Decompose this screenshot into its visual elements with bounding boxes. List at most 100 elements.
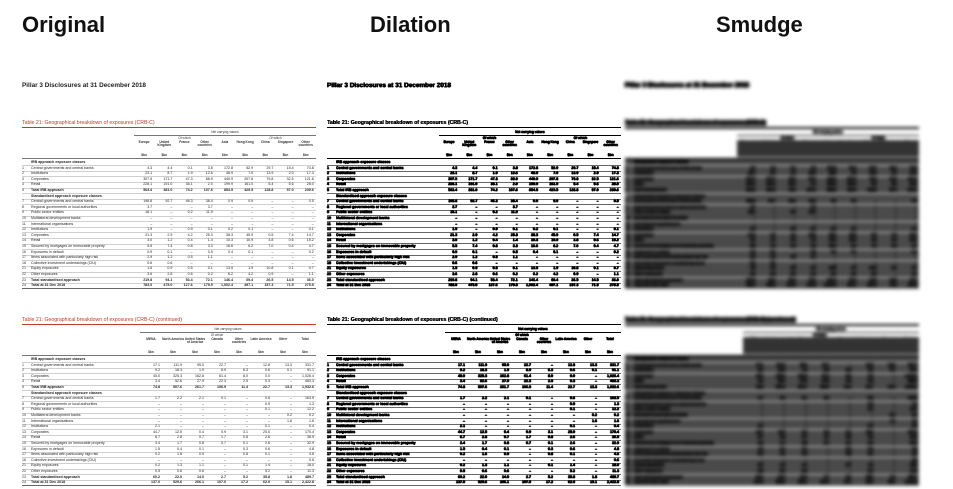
row-number: 13 xyxy=(22,232,26,237)
table-cell: – xyxy=(290,441,292,445)
table-row: 10 Multilateral development banks – – – – – –0.… xyxy=(327,413,621,419)
header-of-which-europe: Of which xyxy=(482,136,497,140)
table-cell: 53.4 xyxy=(788,277,796,282)
table-cell: 3.3 xyxy=(207,244,213,248)
table-cell: 52.9 xyxy=(849,165,857,170)
row-label: Corporates xyxy=(336,176,356,181)
row-label: Collective investment undertakings (CIU) xyxy=(336,260,407,265)
row-separator xyxy=(327,423,621,425)
table-row: 9 Public sector entities – – – – –0.1–12.2 xyxy=(22,407,316,413)
table-cell: – xyxy=(230,255,233,260)
table-cell: 36.0 xyxy=(306,277,314,282)
table-cell: 74.8 xyxy=(909,165,917,170)
table-cell: 17.2 xyxy=(546,480,553,485)
row-label: Multilateral development banks xyxy=(634,413,688,417)
table-cell: 4.8 xyxy=(309,446,314,451)
table-cell: – xyxy=(290,424,292,429)
row-separator xyxy=(327,434,621,436)
row-number: 11 xyxy=(22,418,26,423)
table-cell: 91.1 xyxy=(910,368,917,373)
table-cell: 18.3 xyxy=(480,368,487,373)
table-cell: 137.0 xyxy=(456,480,465,485)
table-cell: 13.5 xyxy=(828,266,836,271)
table-cell: 2.9 xyxy=(147,255,153,260)
table-cell: – xyxy=(485,424,487,429)
table-cell: – xyxy=(849,413,851,417)
row-label: Total IRB approach xyxy=(634,188,667,192)
table-row: 12 Institutions 1.9–0.9 0.1 0.2 0.1– –0.1 xyxy=(625,227,919,233)
table-cell: 5.2 xyxy=(243,474,248,479)
table-row: 5 Total IRB approach 563.4 381.0 74.2 107.6 85… xyxy=(625,188,919,194)
row-number: 3 xyxy=(625,373,627,378)
row-label: Regional governments or local authoritie… xyxy=(336,401,408,406)
table-cell: 13.5 xyxy=(530,266,538,271)
table-cell: 38.4 xyxy=(808,199,816,204)
table-cell: – xyxy=(849,418,851,423)
table-cell: – xyxy=(551,407,553,412)
table-cell: 1.1 xyxy=(308,272,314,276)
table-cell: 1.7 xyxy=(460,396,465,401)
table-cell: – xyxy=(529,401,531,406)
table-cell: 1.6 xyxy=(287,418,292,423)
table-cell: 563.4 xyxy=(746,188,756,192)
table-cell: 17.3 xyxy=(611,171,619,176)
table-cell: 0.4 xyxy=(187,238,193,243)
table-cell: – xyxy=(805,401,807,406)
table-cell: – xyxy=(914,260,917,265)
table-cell: 15.4 xyxy=(591,165,599,170)
table-cell: 1.9 xyxy=(790,171,796,176)
table-cell: – xyxy=(251,216,254,220)
table-cell: 0.2 xyxy=(512,272,518,276)
document-page: Pillar 3 Disclosures at 31 December 2018… xyxy=(625,80,920,486)
table-cell: 2.8 xyxy=(167,272,173,276)
table-cell: 7.0 xyxy=(248,171,254,176)
table-cell: 0.2 xyxy=(460,463,465,468)
table-cell: 0.9 xyxy=(452,249,458,254)
table-cell: 0.1 xyxy=(221,396,226,401)
table-cell: 1,026.4 xyxy=(607,373,619,378)
table-row: 12 Institutions 2.1– – – –0.1–0.4 xyxy=(625,424,919,430)
table-cell: – xyxy=(874,216,877,220)
table-cell: 60.2 xyxy=(153,474,160,479)
table-cell: 14.5 xyxy=(286,277,294,282)
table-row: 21 Equity exposures 0.2 1.3 1.1–0.1 1.4–18.0 xyxy=(327,463,621,469)
row-number: 8 xyxy=(22,204,24,209)
table-cell: – xyxy=(893,379,895,384)
table-cell: 307.9 xyxy=(143,176,153,181)
table-cell: 12.8 xyxy=(568,362,575,367)
table-cell: – xyxy=(871,413,873,417)
table-cell: – xyxy=(914,204,917,209)
table-cell: – xyxy=(556,204,559,209)
row-separator xyxy=(327,418,621,419)
row-label: Exposures in default xyxy=(31,446,64,451)
column-unit: $bn xyxy=(466,153,473,157)
row-separator xyxy=(327,243,621,244)
table-row: 23 Total standardised approach 219.8 94.1 53… xyxy=(327,278,621,284)
row-number: 7 xyxy=(625,396,627,401)
table-cell: 0.6 xyxy=(265,446,270,451)
table-cell: – xyxy=(475,216,478,220)
table-cell: 3.7 xyxy=(810,204,816,209)
table-cell: – xyxy=(170,227,173,232)
table-cell: 783.0 xyxy=(746,283,756,288)
row-separator xyxy=(327,367,621,369)
table-cell: 111.9 xyxy=(776,362,785,367)
table-cell: 4.4 xyxy=(472,165,478,170)
header-rule xyxy=(445,331,621,333)
table-cell: – xyxy=(874,199,877,204)
table-cell: 2.8 xyxy=(472,272,478,276)
table-cell: 1.3 xyxy=(177,463,182,468)
table-cell: – xyxy=(529,407,531,412)
table-cell: 45.9 xyxy=(849,232,857,237)
table-cell: – xyxy=(246,407,248,412)
header-net-carrying-values: Net carrying values xyxy=(214,327,242,331)
table-cell: 0.4 xyxy=(227,249,233,254)
row-label: Exposures in default xyxy=(31,249,64,254)
table-cell: 0.2 xyxy=(155,452,160,457)
column-header: Singapore xyxy=(277,140,294,144)
table-cell: 1.9 xyxy=(851,266,857,271)
row-label: Institutions xyxy=(634,424,654,429)
table-cell: 13.3 xyxy=(285,385,292,389)
row-number: 15 xyxy=(22,441,26,445)
table-cell: 14.5 xyxy=(591,277,599,282)
